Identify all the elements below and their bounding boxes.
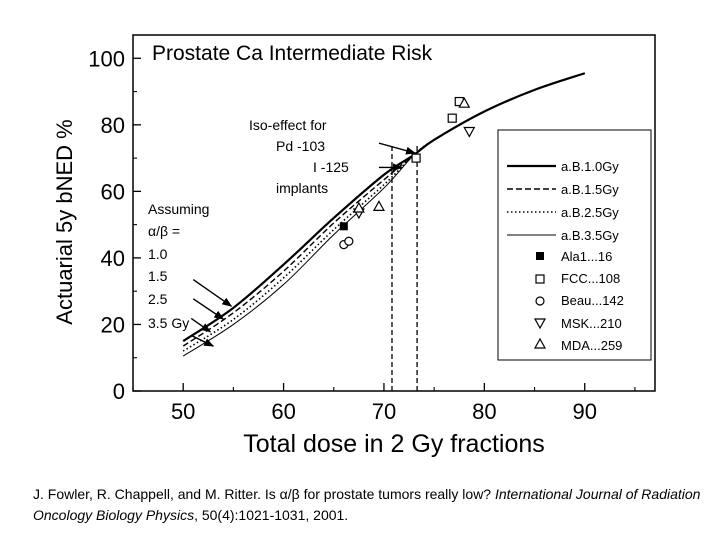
alpha-beta-value-3: 2.5 bbox=[148, 291, 168, 307]
annotation-arrow bbox=[192, 298, 225, 320]
annotation-arrow bbox=[378, 142, 417, 155]
legend-marker-filled-square bbox=[536, 252, 544, 260]
legend-label-ala1: Ala1...16 bbox=[561, 249, 612, 264]
alpha-beta-value-2: 1.5 bbox=[148, 268, 168, 284]
legend-marker-up-triangle bbox=[533, 337, 547, 349]
y-tick-label: 20 bbox=[101, 312, 125, 337]
x-tick-label: 70 bbox=[372, 399, 396, 424]
iso-effect-line-1: Iso-effect for bbox=[249, 117, 327, 133]
series-line-4 bbox=[182, 72, 585, 357]
legend-label-3: a.B.2.5Gy bbox=[561, 205, 619, 220]
citation-authors-title: J. Fowler, R. Chappell, and M. Ritter. I… bbox=[33, 486, 492, 502]
plot-frame bbox=[132, 34, 656, 392]
x-tick-label: 50 bbox=[171, 399, 195, 424]
assuming-label: Assuming bbox=[148, 201, 209, 217]
y-tick-label: 0 bbox=[113, 379, 125, 404]
legend-marker-open-square bbox=[535, 274, 545, 284]
data-point-open-circle bbox=[344, 236, 354, 246]
data-point-down-triangle bbox=[463, 126, 476, 138]
iso-effect-line-2: Pd -103 bbox=[276, 138, 325, 154]
y-tick-label: 100 bbox=[88, 46, 125, 71]
x-tick-label: 80 bbox=[472, 399, 496, 424]
series-line-3 bbox=[182, 72, 585, 352]
x-axis-label: Total dose in 2 Gy fractions bbox=[243, 430, 545, 458]
annotation-arrow bbox=[190, 334, 215, 347]
legend-label-1: a.B.1.0Gy bbox=[561, 159, 619, 174]
legend-label-4: a.B.3.5Gy bbox=[561, 228, 619, 243]
annotation-arrow bbox=[190, 317, 212, 333]
y-axis-label: Actuarial 5y bNED % bbox=[52, 119, 77, 324]
y-tick-label: 40 bbox=[101, 246, 125, 271]
citation-details: , 50(4):1021-1031, 2001. bbox=[194, 507, 349, 523]
legend-label-beau: Beau...142 bbox=[561, 293, 624, 308]
alpha-beta-value-1: 1.0 bbox=[148, 246, 168, 262]
citation-journal: International Journal of Radiation Oncol… bbox=[33, 486, 701, 523]
alpha-beta-label: α/β = bbox=[148, 223, 180, 239]
alpha-beta-annotation: Assuming α/β = 1.0 1.5 2.5 3.5 Gy bbox=[148, 201, 209, 331]
legend-marker-open-circle bbox=[535, 296, 545, 306]
chart: 50 60 70 80 90 0 20 40 60 80 100 Prostate Ca Inter… bbox=[52, 34, 656, 458]
legend-label-mda: MDA...259 bbox=[561, 338, 622, 353]
iso-effect-line-3: I -125 bbox=[313, 159, 349, 175]
legend: a.B.1.0Gy a.B.1.5Gy a.B.2.5Gy a.B.3.5Gy … bbox=[497, 129, 652, 361]
legend-label-msk: MSK...210 bbox=[561, 316, 622, 331]
legend-box bbox=[497, 129, 652, 361]
data-point-up-triangle bbox=[458, 96, 471, 108]
y-tick-label: 60 bbox=[101, 179, 125, 204]
y-tick-label: 80 bbox=[101, 113, 125, 138]
data-point-filled-square bbox=[339, 222, 348, 231]
iso-effect-line-4: implants bbox=[276, 180, 328, 196]
legend-label-2: a.B.1.5Gy bbox=[561, 182, 619, 197]
iso-effect-annotation: Iso-effect for Pd -103 I -125 implants bbox=[249, 117, 349, 196]
citation: J. Fowler, R. Chappell, and M. Ritter. I… bbox=[33, 484, 723, 526]
chart-title: Prostate Ca Intermediate Risk bbox=[152, 42, 433, 65]
data-point-up-triangle bbox=[352, 201, 365, 213]
data-point-up-triangle bbox=[372, 200, 385, 211]
data-point-open-square bbox=[411, 153, 421, 163]
legend-marker-down-triangle bbox=[533, 318, 547, 330]
legend-label-fcc: FCC...108 bbox=[561, 271, 620, 286]
x-tick-label: 90 bbox=[572, 399, 596, 424]
annotation-arrow bbox=[192, 278, 233, 307]
data-point-open-square bbox=[447, 113, 457, 123]
alpha-beta-value-4: 3.5 Gy bbox=[148, 315, 189, 331]
x-tick-label: 60 bbox=[271, 399, 295, 424]
